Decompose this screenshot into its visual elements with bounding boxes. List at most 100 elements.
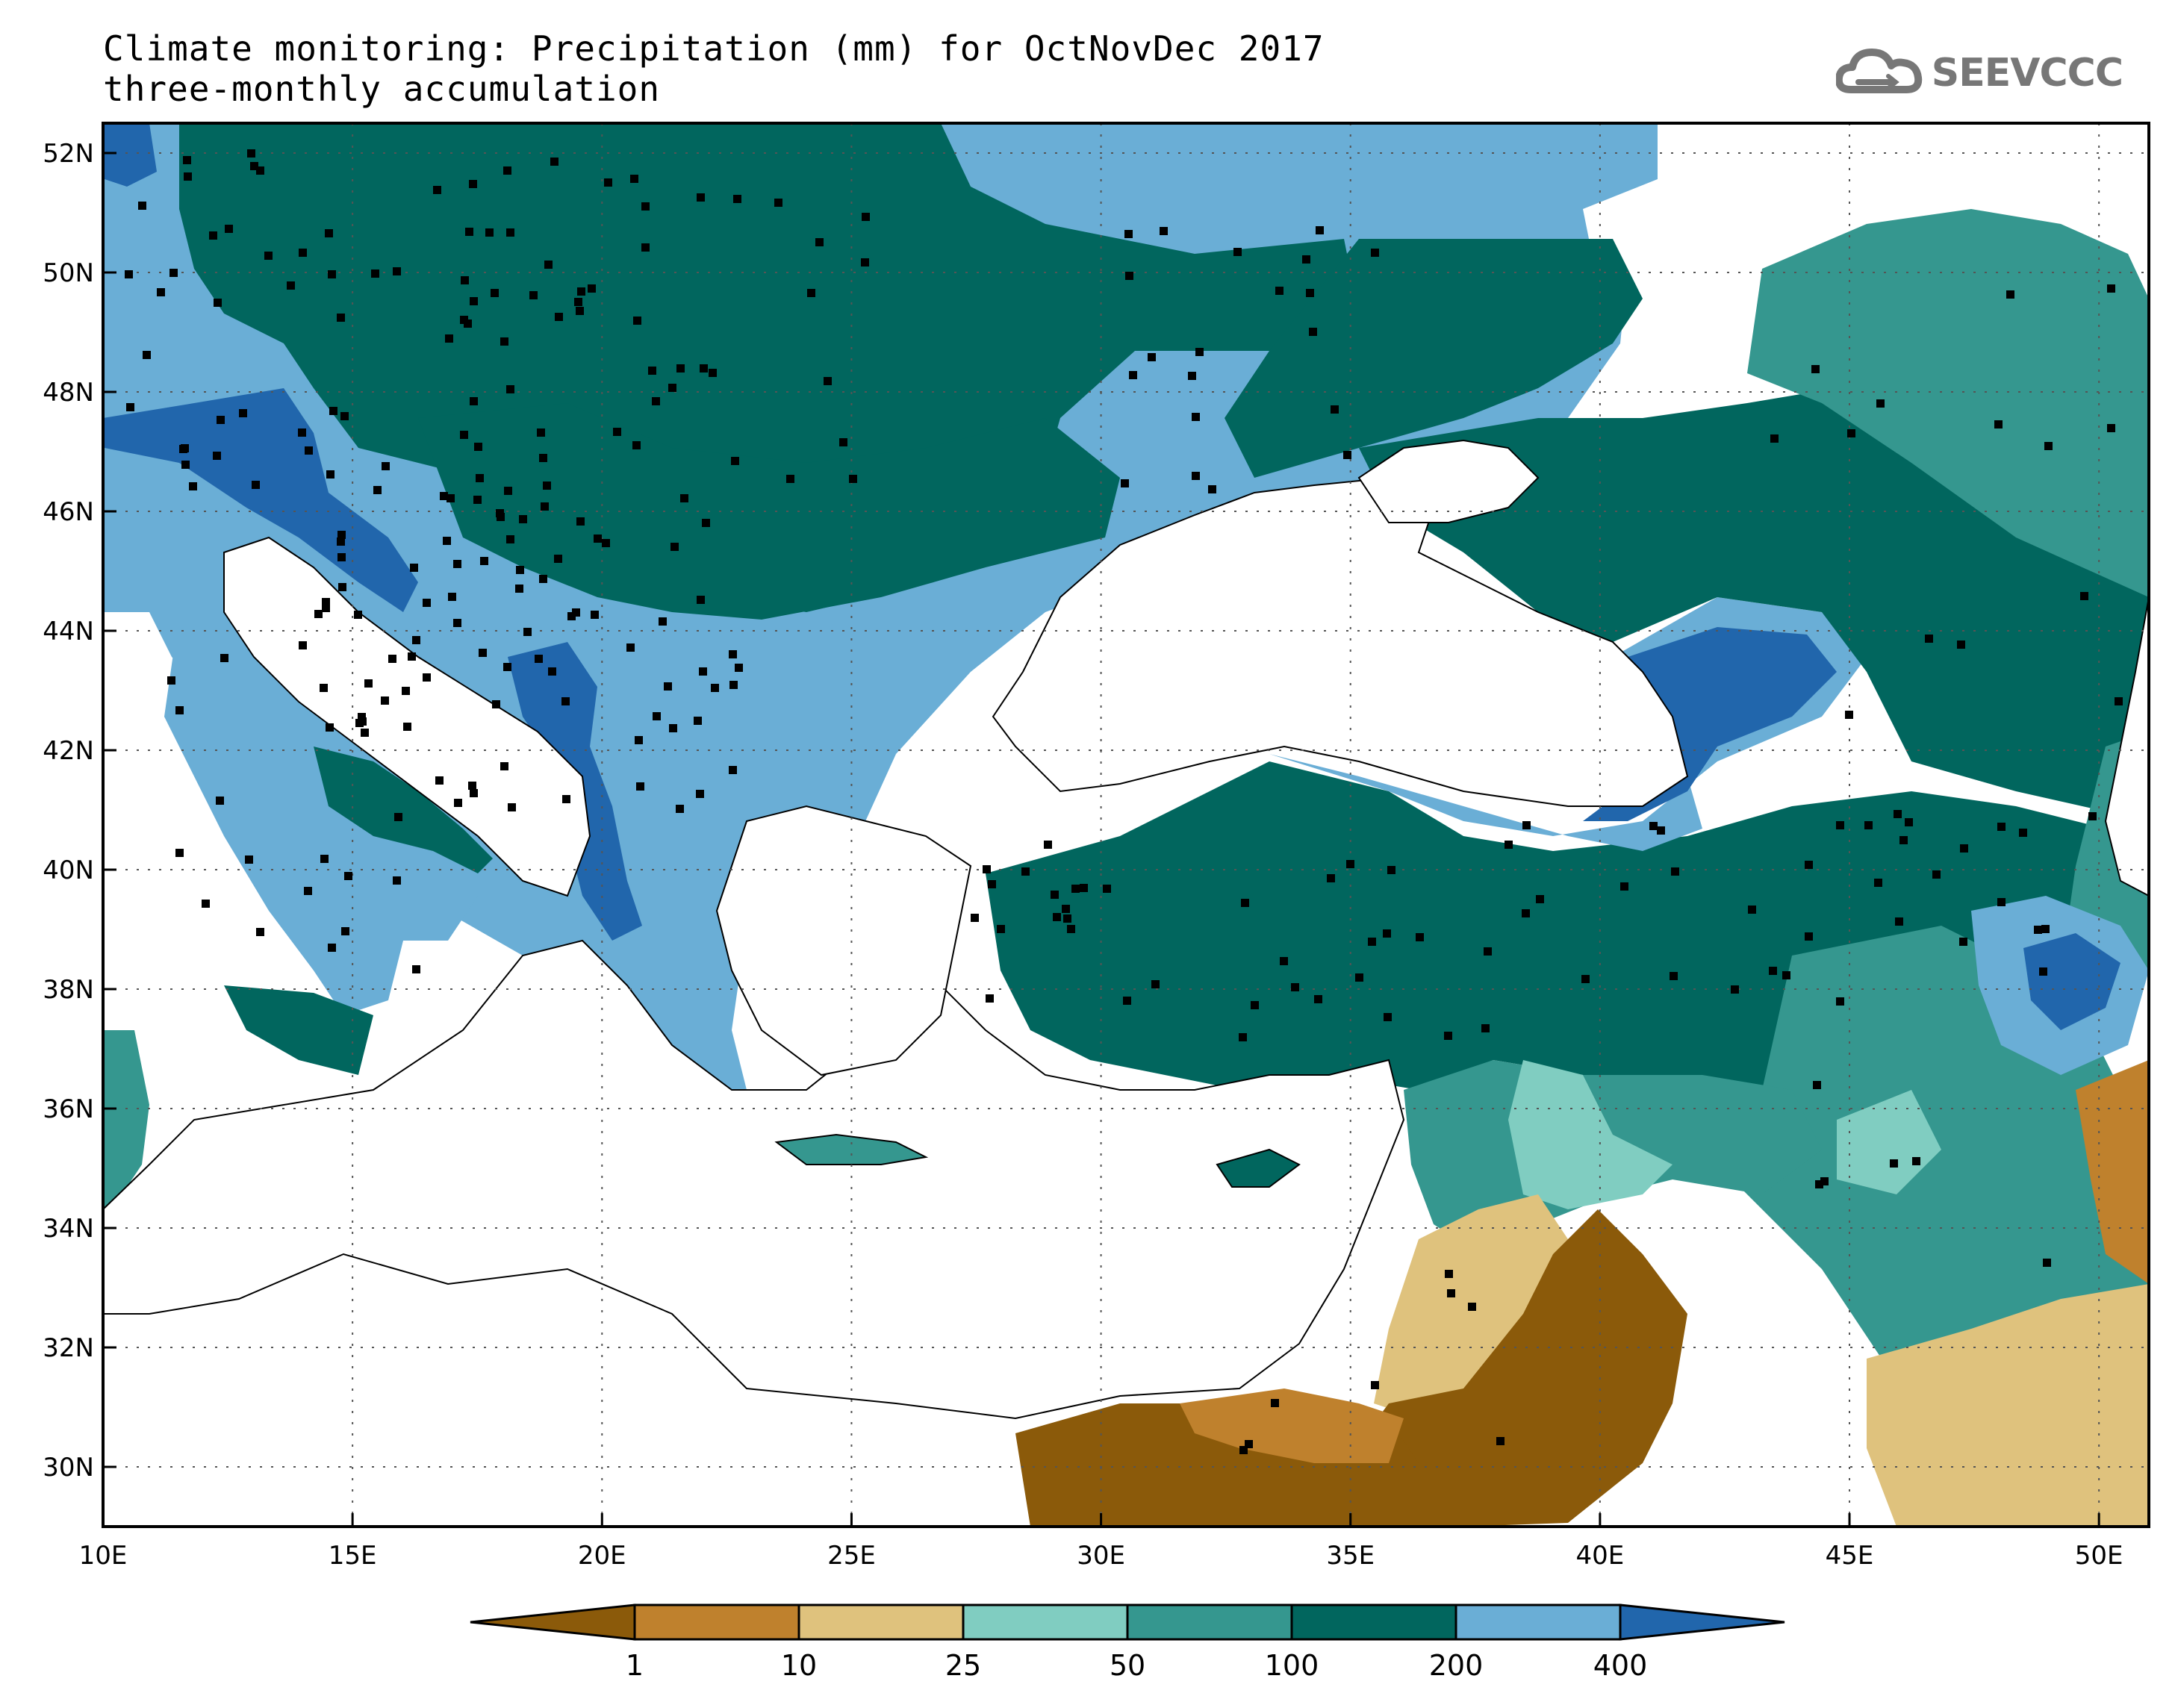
station-marker: [694, 717, 702, 725]
station-marker: [299, 641, 307, 649]
station-marker: [361, 729, 369, 737]
station-marker: [340, 412, 349, 420]
station-marker: [641, 202, 650, 211]
colorbar-segment: [797, 1603, 965, 1641]
station-marker: [2006, 290, 2014, 299]
station-marker: [567, 612, 576, 620]
aegean-sea: [715, 805, 972, 1076]
station-marker: [358, 713, 366, 721]
station-marker: [1811, 365, 1820, 373]
station-marker: [256, 166, 264, 175]
station-marker: [247, 149, 255, 158]
station-marker: [470, 789, 478, 797]
station-marker: [1280, 957, 1288, 965]
station-marker: [680, 494, 688, 502]
station-marker: [997, 925, 1005, 933]
station-marker: [412, 636, 420, 644]
station-marker: [443, 537, 451, 545]
station-marker: [2044, 442, 2053, 450]
station-marker: [217, 416, 225, 424]
station-marker: [440, 492, 448, 500]
station-marker: [337, 537, 345, 546]
station-marker: [183, 156, 191, 164]
station-marker: [630, 175, 638, 183]
station-marker: [786, 475, 794, 483]
station-marker: [541, 502, 549, 511]
station-marker: [225, 225, 233, 233]
colorbar-segment: [1290, 1603, 1457, 1641]
colorbar-label: 25: [945, 1649, 981, 1682]
caspian-sea: [2104, 596, 2149, 897]
station-marker: [1957, 640, 1965, 649]
station-marker: [1021, 867, 1030, 876]
station-marker: [250, 162, 258, 170]
station-marker: [1445, 1270, 1453, 1278]
station-marker: [1890, 1159, 1898, 1168]
station-marker: [393, 267, 401, 275]
station-marker: [1368, 938, 1376, 946]
station-marker: [504, 487, 512, 495]
station-marker: [1343, 451, 1351, 459]
station-marker: [175, 849, 184, 857]
station-marker: [453, 560, 461, 568]
station-marker: [138, 202, 146, 210]
colorbar-label: 400: [1593, 1649, 1648, 1682]
map-title: Climate monitoring: Precipitation (mm) f…: [103, 28, 1325, 69]
lat-tick-label: 50N: [43, 258, 94, 288]
station-marker: [1071, 885, 1080, 893]
station-marker: [636, 782, 644, 791]
lat-tick-label: 46N: [43, 497, 94, 527]
station-marker: [699, 667, 707, 676]
station-marker: [824, 377, 832, 385]
station-marker: [245, 855, 253, 864]
station-marker: [555, 313, 563, 321]
station-marker: [1620, 882, 1628, 891]
station-marker: [983, 865, 991, 873]
precip-region-italy: [164, 612, 478, 1015]
station-marker: [1925, 635, 1933, 643]
station-marker: [729, 766, 737, 774]
colorbar-low-arrow: [470, 1603, 636, 1641]
station-marker: [861, 258, 869, 267]
station-marker: [1251, 1001, 1259, 1009]
black-sea: [992, 476, 1689, 807]
station-marker: [157, 288, 165, 296]
station-marker: [184, 172, 192, 181]
station-marker: [1239, 1446, 1248, 1454]
station-marker: [729, 681, 738, 689]
station-marker: [1314, 995, 1322, 1003]
station-marker: [988, 880, 996, 888]
station-marker: [423, 673, 431, 682]
station-marker: [1481, 1024, 1490, 1032]
station-marker: [189, 482, 197, 490]
station-marker: [299, 249, 307, 257]
station-marker: [264, 252, 273, 260]
station-marker: [497, 513, 505, 521]
station-marker: [652, 397, 660, 405]
station-marker: [453, 619, 461, 627]
station-marker: [423, 599, 431, 607]
station-marker: [653, 712, 661, 720]
station-marker: [839, 438, 847, 446]
station-marker: [328, 270, 336, 278]
station-marker: [216, 797, 224, 805]
station-marker: [469, 180, 477, 188]
station-marker: [371, 269, 379, 278]
station-marker: [1121, 479, 1129, 487]
station-marker: [1195, 348, 1204, 356]
station-marker: [485, 228, 494, 237]
station-marker: [322, 598, 330, 606]
station-marker: [1053, 913, 1061, 921]
station-marker: [539, 575, 547, 583]
station-marker: [1813, 1081, 1821, 1089]
precip-region-100-200-hungary-romania: [418, 403, 1120, 620]
station-marker: [774, 199, 782, 207]
station-marker: [480, 557, 488, 565]
station-marker: [1306, 289, 1314, 297]
station-marker: [516, 566, 524, 574]
lat-tick-label: 32N: [43, 1333, 94, 1363]
station-marker: [648, 367, 656, 375]
lon-tick-label: 10E: [79, 1541, 128, 1571]
lat-tick-label: 34N: [43, 1214, 94, 1244]
